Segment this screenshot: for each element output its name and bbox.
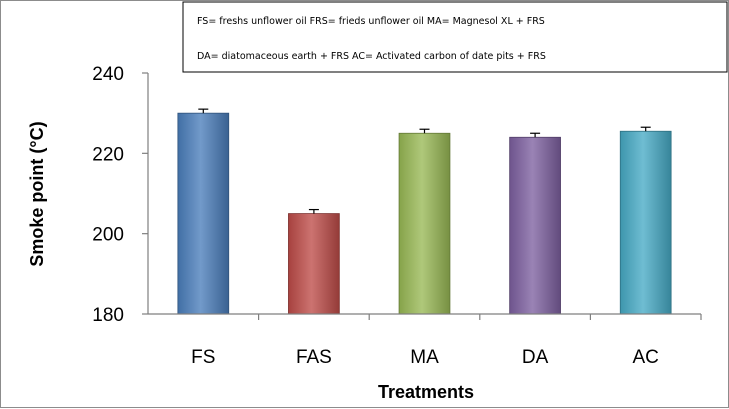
bar-fs xyxy=(177,112,230,315)
x-tick-label-fs: FS xyxy=(191,347,215,368)
legend-line-2: DA= diatomaceous earth + FRS AC= Activat… xyxy=(197,51,546,62)
x-tick-label-ac: AC xyxy=(632,347,658,368)
bar-fas xyxy=(288,213,340,315)
legend: FS= freshs unflower oil FRS= frieds unfl… xyxy=(182,1,728,73)
bars xyxy=(177,108,672,315)
bar-da xyxy=(509,136,561,315)
y-axis-title: Smoke point (°C) xyxy=(27,121,47,266)
x-axis-tick-labels: FS FAS MA DA AC xyxy=(191,314,702,368)
y-tick-label: 200 xyxy=(92,225,124,246)
bar-ma xyxy=(398,132,451,315)
legend-box xyxy=(182,1,728,73)
x-tick-label-fas: FAS xyxy=(296,347,332,368)
y-tick-label: 180 xyxy=(92,305,124,326)
y-tick-label: 240 xyxy=(92,64,124,85)
y-tick-label: 220 xyxy=(92,144,124,165)
x-axis-title: Treatments xyxy=(378,382,474,402)
legend-line-1: FS= freshs unflower oil FRS= frieds unfl… xyxy=(197,16,545,27)
x-tick-label-ma: MA xyxy=(410,347,439,368)
x-tick-label-da: DA xyxy=(522,347,549,368)
y-axis-ticks: 180 200 220 240 xyxy=(92,64,148,326)
bar-ac xyxy=(619,130,672,315)
